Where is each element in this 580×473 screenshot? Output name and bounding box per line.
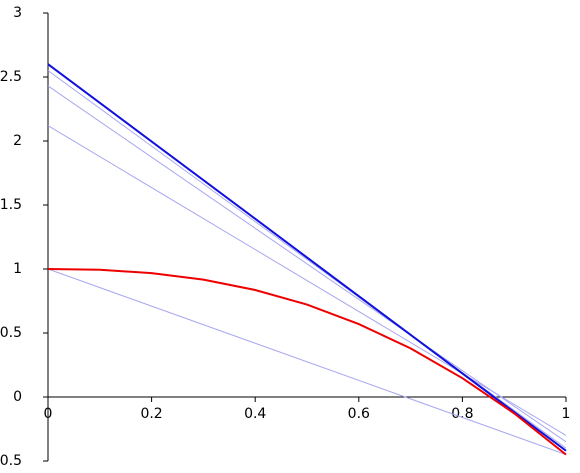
x-tick-label: 1 [562, 406, 571, 422]
x-tick-label: 0.8 [451, 406, 473, 422]
y-tick-label: 0.5 [0, 325, 22, 341]
series-line [47, 268, 567, 456]
y-tick-label: 2 [13, 133, 22, 149]
y-tick-label: 1.5 [0, 197, 22, 213]
y-tick-label: 0 [13, 389, 22, 405]
x-tick-label: 0 [44, 406, 53, 422]
y-tick-label: 2.5 [0, 69, 22, 85]
series-line [47, 63, 567, 452]
y-tick-label: 1 [13, 261, 22, 277]
x-tick-label: 0.2 [140, 406, 162, 422]
series-line [47, 125, 567, 436]
x-tick-label: 0.4 [244, 406, 266, 422]
y-tick-label: 3 [13, 5, 22, 21]
series-line [47, 268, 567, 456]
series-line [47, 85, 567, 443]
x-tick-label: 0.6 [348, 406, 370, 422]
y-tick-label: -0.5 [0, 453, 22, 469]
